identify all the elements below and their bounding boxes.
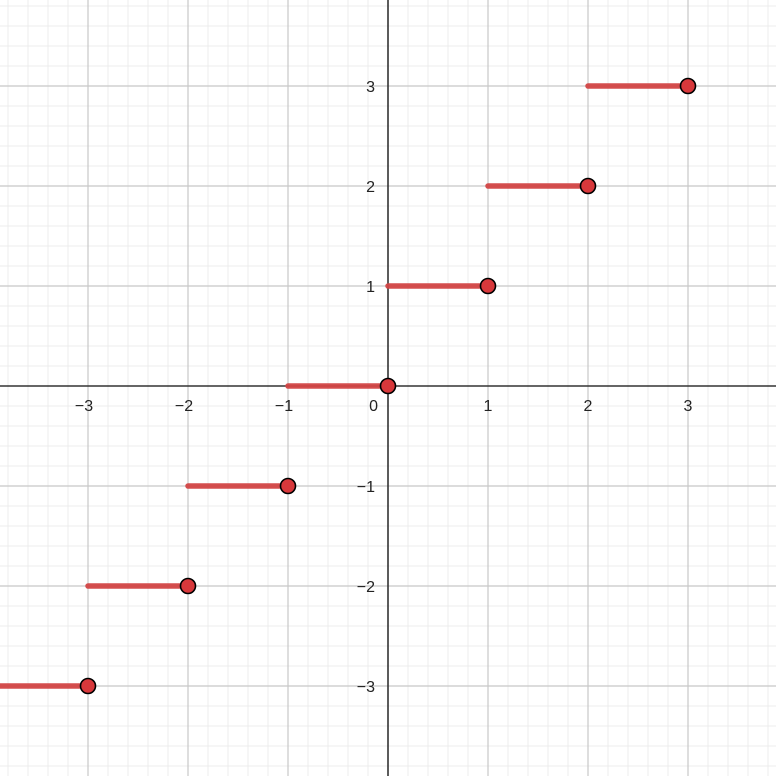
closed-point	[379, 377, 397, 395]
y-tick-label: 3	[366, 79, 375, 96]
x-tick-label: −3	[75, 398, 93, 415]
x-tick-label: −1	[275, 398, 293, 415]
x-tick-label: 3	[684, 398, 693, 415]
y-tick-label: −2	[357, 579, 375, 596]
y-tick-label: 2	[366, 179, 375, 196]
y-tick-label: −1	[357, 479, 375, 496]
x-tick-label: 1	[484, 398, 493, 415]
x-tick-label: −2	[175, 398, 193, 415]
closed-point	[579, 177, 597, 195]
x-tick-labels: −3 −2 −1 0 1 2 3	[75, 398, 693, 415]
closed-point	[679, 77, 697, 95]
step-segments	[0, 83, 691, 689]
closed-point	[479, 277, 497, 295]
closed-point	[279, 477, 297, 495]
y-tick-label: 1	[366, 279, 375, 296]
closed-point	[79, 677, 97, 695]
y-tick-labels: −3 −2 −1 1 2 3	[357, 79, 375, 696]
closed-endpoints	[79, 77, 697, 695]
y-tick-label: −3	[357, 679, 375, 696]
x-tick-label: 2	[584, 398, 593, 415]
x-tick-label: 0	[369, 398, 378, 415]
closed-point	[179, 577, 197, 595]
